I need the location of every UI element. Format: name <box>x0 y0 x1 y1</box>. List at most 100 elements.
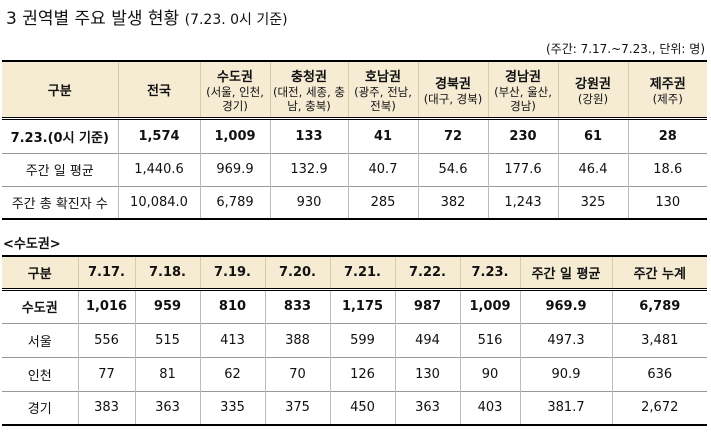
header-label: 충청권 <box>291 69 327 85</box>
header-label: 제주권 <box>649 76 686 92</box>
region-table: 구분 전국 수도권 (서울, 인천, 경기) 충청권 (대전, 세종, 충남, 충북) 호남… <box>2 60 707 220</box>
data-row: 주간 총 확진자 수 10,084.0 6,789 930 285 382 1,243 325… <box>2 185 707 219</box>
header-cell: 강원권 (강원) <box>557 61 628 118</box>
cell: 1,009 <box>459 287 520 323</box>
cell: 90 <box>459 356 520 391</box>
header-cell: 전국 <box>117 61 200 118</box>
header-cell: 7.18. <box>134 256 200 289</box>
header-cell: 7.17. <box>77 256 135 289</box>
cell: 1,574 <box>117 116 200 153</box>
cell: 388 <box>264 322 330 357</box>
cell: 61 <box>557 116 628 153</box>
header-sub: (대구, 경북) <box>423 91 483 106</box>
header-cell: 충청권 (대전, 세종, 충남, 충북) <box>269 61 348 118</box>
cell: 77 <box>77 356 135 391</box>
cell: 130 <box>627 185 707 219</box>
header-cell: 수도권 (서울, 인천, 경기) <box>199 61 270 118</box>
data-row: 수도권 1,016 959 810 833 1,175 987 1,009 969.9 6,789 <box>2 287 707 323</box>
cell: 1,016 <box>77 287 135 323</box>
header-label: 수도권 <box>217 69 253 85</box>
header-cell: 경남권 (부산, 울산, 경남) <box>487 61 558 118</box>
cell: 599 <box>329 322 395 357</box>
cell: 70 <box>264 356 330 391</box>
row-label: 주간 총 확진자 수 <box>2 185 118 219</box>
header-sub: (대전, 세종, 충남, 충북) <box>272 84 345 113</box>
cell: 62 <box>199 356 265 391</box>
header-cell: 주간 일 평균 <box>519 256 612 289</box>
cell: 40.7 <box>347 152 418 186</box>
header-label: 구분 <box>47 83 72 99</box>
data-row: 인천 77 81 62 70 126 130 90 90.9 636 <box>2 356 707 391</box>
header-row: 구분 전국 수도권 (서울, 인천, 경기) 충청권 (대전, 세종, 충남, 충북) 호남… <box>2 61 707 118</box>
header-row: 구분 7.17. 7.18. 7.19. 7.20. 7.21. 7.22. 7.23. 주간 … <box>2 256 707 289</box>
cell: 497.3 <box>519 322 612 357</box>
cell: 133 <box>269 116 348 153</box>
data-row: 7.23.(0시 기준) 1,574 1,009 133 41 72 230 61 28 <box>2 116 707 153</box>
cell: 636 <box>611 356 707 391</box>
cell: 383 <box>77 390 135 425</box>
cell: 41 <box>347 116 418 153</box>
header-cell: 구분 <box>2 61 118 118</box>
cell: 177.6 <box>487 152 558 186</box>
cell: 403 <box>459 390 520 425</box>
header-label: 호남권 <box>365 69 401 85</box>
header-label: 경북권 <box>435 76 471 92</box>
cell: 335 <box>199 390 265 425</box>
cell: 6,789 <box>199 185 270 219</box>
cell: 969.9 <box>519 287 612 323</box>
header-cell: 호남권 (광주, 전남, 전북) <box>347 61 418 118</box>
cell: 987 <box>394 287 460 323</box>
header-sub: (강원) <box>577 91 609 106</box>
header-sub: (광주, 전남, 전북) <box>354 84 412 113</box>
cell: 450 <box>329 390 395 425</box>
header-sub: (부산, 울산, 경남) <box>494 84 552 113</box>
cell: 3,481 <box>611 322 707 357</box>
cell: 930 <box>269 185 348 219</box>
header-label: 전국 <box>147 83 171 99</box>
header-cell: 경북권 (대구, 경북) <box>417 61 488 118</box>
cell: 413 <box>199 322 265 357</box>
header-cell: 7.20. <box>264 256 330 289</box>
cell: 959 <box>134 287 200 323</box>
header-label: 경남권 <box>505 69 541 85</box>
cell: 381.7 <box>519 390 612 425</box>
title-line: 3 권역별 주요 발생 현황 (7.23. 0시 기준) <box>6 4 288 29</box>
cell: 90.9 <box>519 356 612 391</box>
header-cell: 구분 <box>2 256 78 289</box>
cell: 1,009 <box>199 116 270 153</box>
header-sub: (서울, 인천, 경기) <box>206 84 264 113</box>
row-label: 주간 일 평균 <box>2 152 118 186</box>
cell: 515 <box>134 322 200 357</box>
header-sub: (제주) <box>652 91 683 106</box>
cell: 375 <box>264 390 330 425</box>
cell: 285 <box>347 185 418 219</box>
unit-note: (주간: 7.17.~7.23., 단위: 명) <box>545 42 705 56</box>
row-label: 서울 <box>2 322 78 357</box>
cell: 1,440.6 <box>117 152 200 186</box>
row-label: 수도권 <box>2 287 78 323</box>
cell: 130 <box>394 356 460 391</box>
data-row: 경기 383 363 335 375 450 363 403 381.7 2,672 <box>2 390 707 425</box>
cell: 18.6 <box>627 152 707 186</box>
title-note: (7.23. 0시 기준) <box>184 12 288 28</box>
cell: 363 <box>394 390 460 425</box>
cell: 46.4 <box>557 152 628 186</box>
cell: 132.9 <box>269 152 348 186</box>
row-label: 경기 <box>2 390 78 425</box>
cell: 1,243 <box>487 185 558 219</box>
section-label: <수도권> <box>3 237 61 252</box>
cell: 81 <box>134 356 200 391</box>
cell: 969.9 <box>199 152 270 186</box>
header-label: 강원권 <box>575 76 611 92</box>
cell: 126 <box>329 356 395 391</box>
cell: 28 <box>627 116 707 153</box>
cell: 516 <box>459 322 520 357</box>
cell: 494 <box>394 322 460 357</box>
data-row: 주간 일 평균 1,440.6 969.9 132.9 40.7 54.6 177.6 46.… <box>2 152 707 186</box>
header-cell: 7.23. <box>459 256 520 289</box>
cell: 1,175 <box>329 287 395 323</box>
row-label: 인천 <box>2 356 78 391</box>
header-cell: 제주권 (제주) <box>627 61 707 118</box>
cell: 556 <box>77 322 135 357</box>
